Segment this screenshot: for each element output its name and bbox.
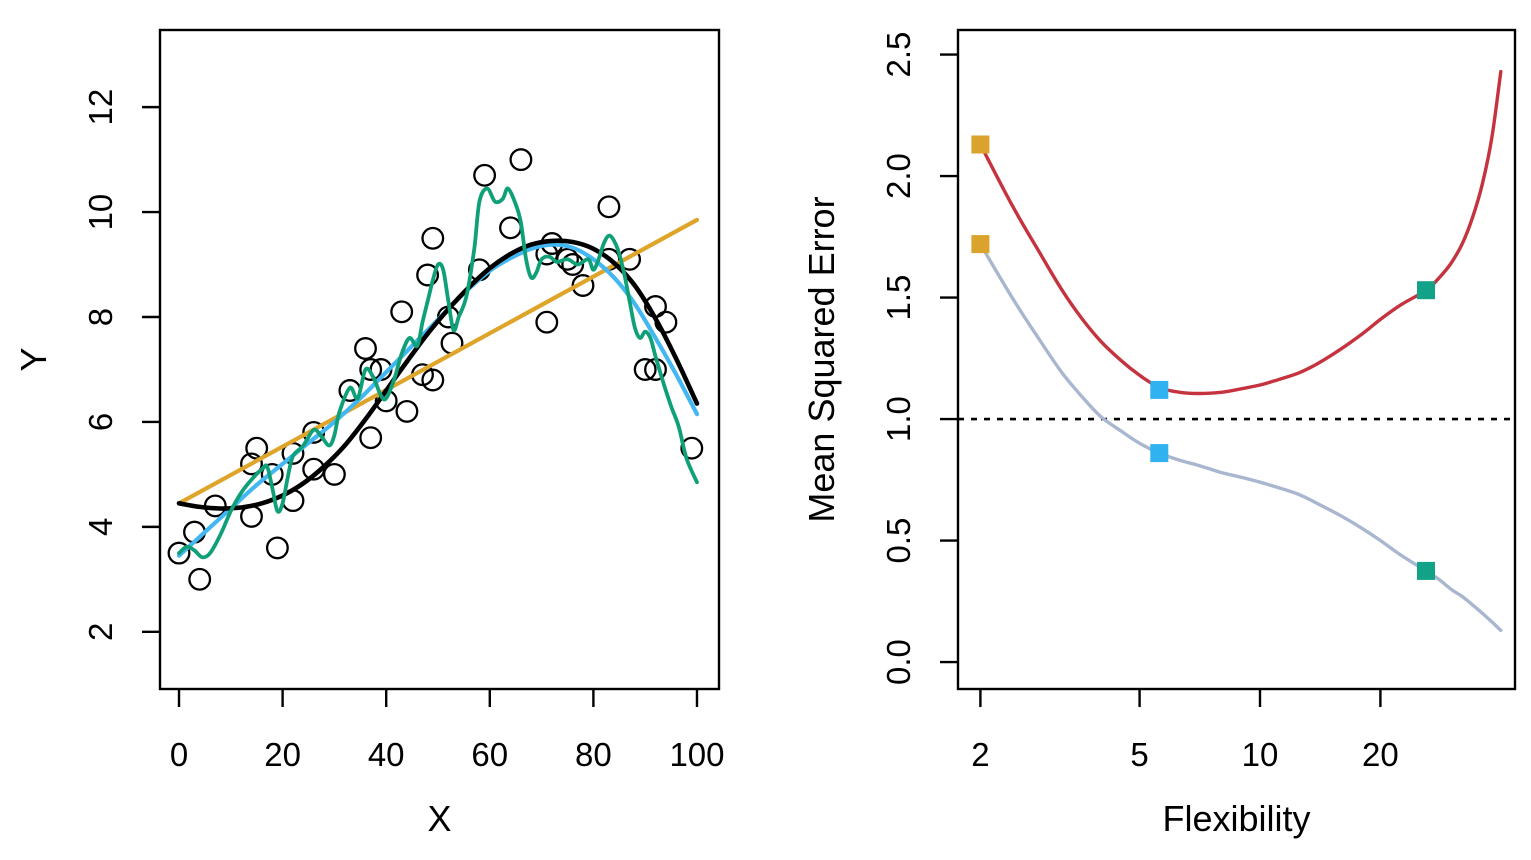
data-point	[421, 368, 445, 392]
plot-box	[956, 28, 1517, 691]
wiggly-spline-test-mse-marker	[1417, 281, 1435, 300]
data-point	[354, 337, 377, 360]
y-axis-tick-label: 2.0	[880, 153, 917, 199]
y-axis-tick-label: 10	[82, 194, 119, 231]
x-axis-tick-label: 60	[471, 736, 508, 773]
data-point	[561, 253, 585, 276]
y-axis-tick-label: 0.0	[880, 639, 917, 685]
x-axis-tick-label: 80	[575, 736, 612, 773]
x-axis-tick-label: 10	[1242, 736, 1279, 773]
right-panel: 2 5 10 20 0.0 0.5 1.0 1.5 2.0 2.5 Flexibility Mean …	[801, 28, 1517, 839]
y-axis-tick-label: 1.5	[880, 275, 917, 321]
y-axis-title: Mean Squared Error	[801, 196, 842, 522]
x-axis-tick-label: 100	[669, 736, 724, 773]
y-axis-tick-label: 6	[82, 413, 119, 431]
y-axis-tick-label: 2	[82, 623, 119, 641]
data-point	[473, 163, 497, 187]
x-axis-tick-label: 0	[170, 736, 188, 773]
left-panel: 0 20 40 60 80 100 2 4 6 8 10 12 X Y	[13, 28, 725, 839]
data-point	[571, 274, 595, 297]
y-axis-tick-label: 12	[82, 89, 119, 126]
x-axis-tick-label: 5	[1130, 736, 1148, 773]
data-point	[359, 426, 383, 450]
data-point	[167, 541, 191, 565]
data-point	[390, 300, 414, 324]
y-axis-tick-label: 4	[82, 518, 119, 536]
data-point	[265, 536, 289, 560]
y-axis-tick-label: 1.0	[880, 396, 917, 442]
x-axis-tick-label: 20	[1362, 736, 1399, 773]
y-axis-tick-label: 0.5	[880, 518, 917, 564]
data-point	[359, 358, 383, 381]
data-point	[597, 195, 621, 219]
x-axis-tick-label: 40	[368, 736, 405, 773]
x-axis-tick-label: 20	[264, 736, 301, 773]
test-mse-curve	[978, 69, 1503, 396]
training-mse-curve	[978, 242, 1503, 633]
data-point	[556, 247, 579, 271]
true-function-curve	[176, 238, 700, 511]
data-point	[421, 226, 445, 250]
smoothing-spline-fit-curve	[176, 242, 700, 558]
data-point	[395, 399, 419, 423]
data-point	[499, 216, 522, 240]
linear-fit-train-mse-marker	[971, 235, 990, 254]
linear-regression-fit-curve	[176, 217, 700, 506]
medium-spline-train-mse-marker	[1150, 444, 1169, 463]
data-point	[680, 436, 704, 460]
data-point	[633, 358, 657, 381]
medium-spline-test-mse-marker	[1150, 380, 1169, 399]
data-point	[535, 310, 559, 334]
data-point	[188, 567, 212, 591]
data-point	[240, 452, 263, 476]
y-axis-title: Y	[13, 347, 54, 371]
x-axis-tick-label: 2	[971, 736, 989, 773]
data-point	[322, 462, 346, 486]
data-point	[509, 148, 533, 172]
plot-box	[158, 28, 721, 691]
x-axis-title: Flexibility	[1162, 798, 1310, 839]
wiggly-spline-train-mse-marker	[1417, 561, 1435, 580]
data-point	[416, 263, 440, 287]
y-axis-tick-label: 8	[82, 308, 119, 326]
x-axis-title: X	[427, 798, 451, 839]
linear-fit-test-mse-marker	[971, 135, 990, 154]
y-axis-tick-label: 2.5	[880, 32, 917, 78]
wiggly-spline-fit-curve	[177, 186, 699, 560]
